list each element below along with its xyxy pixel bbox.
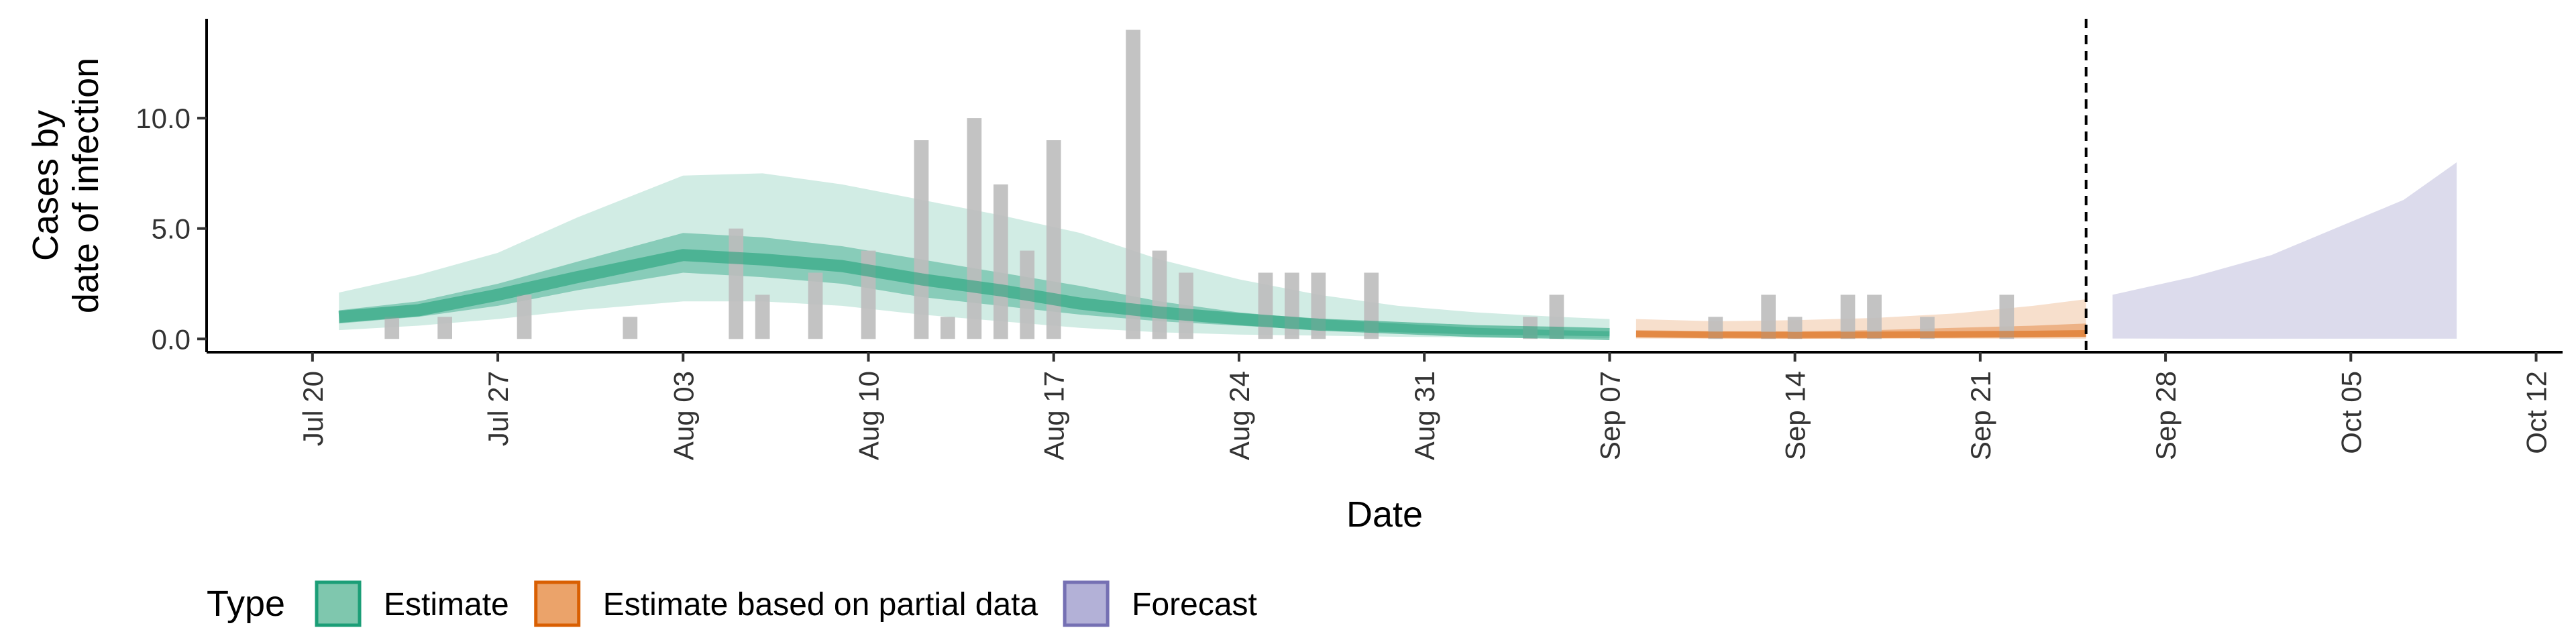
observed-case-bar — [808, 272, 823, 339]
legend-swatch — [534, 580, 581, 627]
observed-case-bar — [1179, 272, 1193, 339]
observed-case-bar — [994, 184, 1008, 339]
x-tick-label: Aug 10 — [853, 371, 885, 460]
x-tick-label: Aug 31 — [1409, 371, 1440, 460]
observed-case-bar — [1126, 30, 1140, 339]
observed-case-bar — [1999, 294, 2015, 339]
x-tick-label: Sep 14 — [1780, 371, 1811, 460]
observed-case-bar — [1761, 294, 1776, 339]
observed-case-bar — [623, 317, 638, 339]
observed-case-bar — [967, 118, 982, 339]
x-tick-label: Aug 24 — [1224, 371, 1255, 460]
observed-case-bar — [941, 317, 955, 339]
partial-90-ribbon — [1635, 299, 2086, 339]
x-tick-label: Jul 27 — [482, 371, 514, 446]
partial-median-line — [1635, 330, 2086, 339]
x-tick-label: Oct 12 — [2521, 371, 2553, 454]
ribbon-layer — [339, 162, 2457, 339]
estimate-median-line — [338, 249, 1610, 340]
observed-case-bar — [517, 294, 532, 339]
y-tick-label: 10.0 — [136, 103, 191, 134]
x-tick-label: Aug 03 — [667, 371, 699, 460]
axes-layer: 0.0 5.0 10.0 Jul 20 Jul 27 Aug 03 Aug 10 Aug 17… — [25, 19, 2563, 535]
observed-case-bar — [1258, 272, 1273, 339]
y-tick-label: 0.0 — [152, 323, 191, 355]
legend: Type Estimate Estimate based on partial da… — [207, 580, 1257, 627]
observed-case-bar — [1046, 140, 1061, 339]
x-tick-label: Oct 05 — [2335, 371, 2367, 454]
legend-swatch — [1063, 580, 1110, 627]
x-tick-label: Sep 21 — [1965, 371, 1996, 460]
x-tick-label: Sep 28 — [2150, 371, 2182, 460]
observed-case-bar — [1867, 294, 1882, 339]
forecast-ribbon — [2112, 162, 2457, 339]
x-tick-label: Jul 20 — [297, 371, 329, 446]
legend-swatch — [315, 580, 362, 627]
observed-case-bar — [1152, 250, 1167, 339]
y-tick-label: 5.0 — [152, 213, 191, 245]
observed-case-bar — [384, 317, 400, 339]
x-tick-label: Sep 07 — [1594, 371, 1625, 460]
y-axis-title-line2: date of infection — [66, 58, 106, 313]
median-layer — [338, 249, 2086, 340]
observed-case-bar — [729, 228, 744, 339]
observed-case-bar — [437, 317, 452, 339]
observed-case-bar — [755, 294, 770, 339]
legend-label: Estimate based on partial data — [603, 587, 1038, 623]
legend-label: Forecast — [1132, 587, 1257, 623]
legend-label: Estimate — [384, 587, 509, 623]
observed-case-bar — [1840, 294, 1856, 339]
x-axis-title: Date — [1346, 494, 1423, 535]
y-axis-title-line1: Cases by — [25, 110, 66, 261]
legend-title: Type — [207, 584, 285, 624]
x-tick-label: Aug 17 — [1038, 371, 1070, 460]
observed-case-bar — [914, 140, 929, 339]
